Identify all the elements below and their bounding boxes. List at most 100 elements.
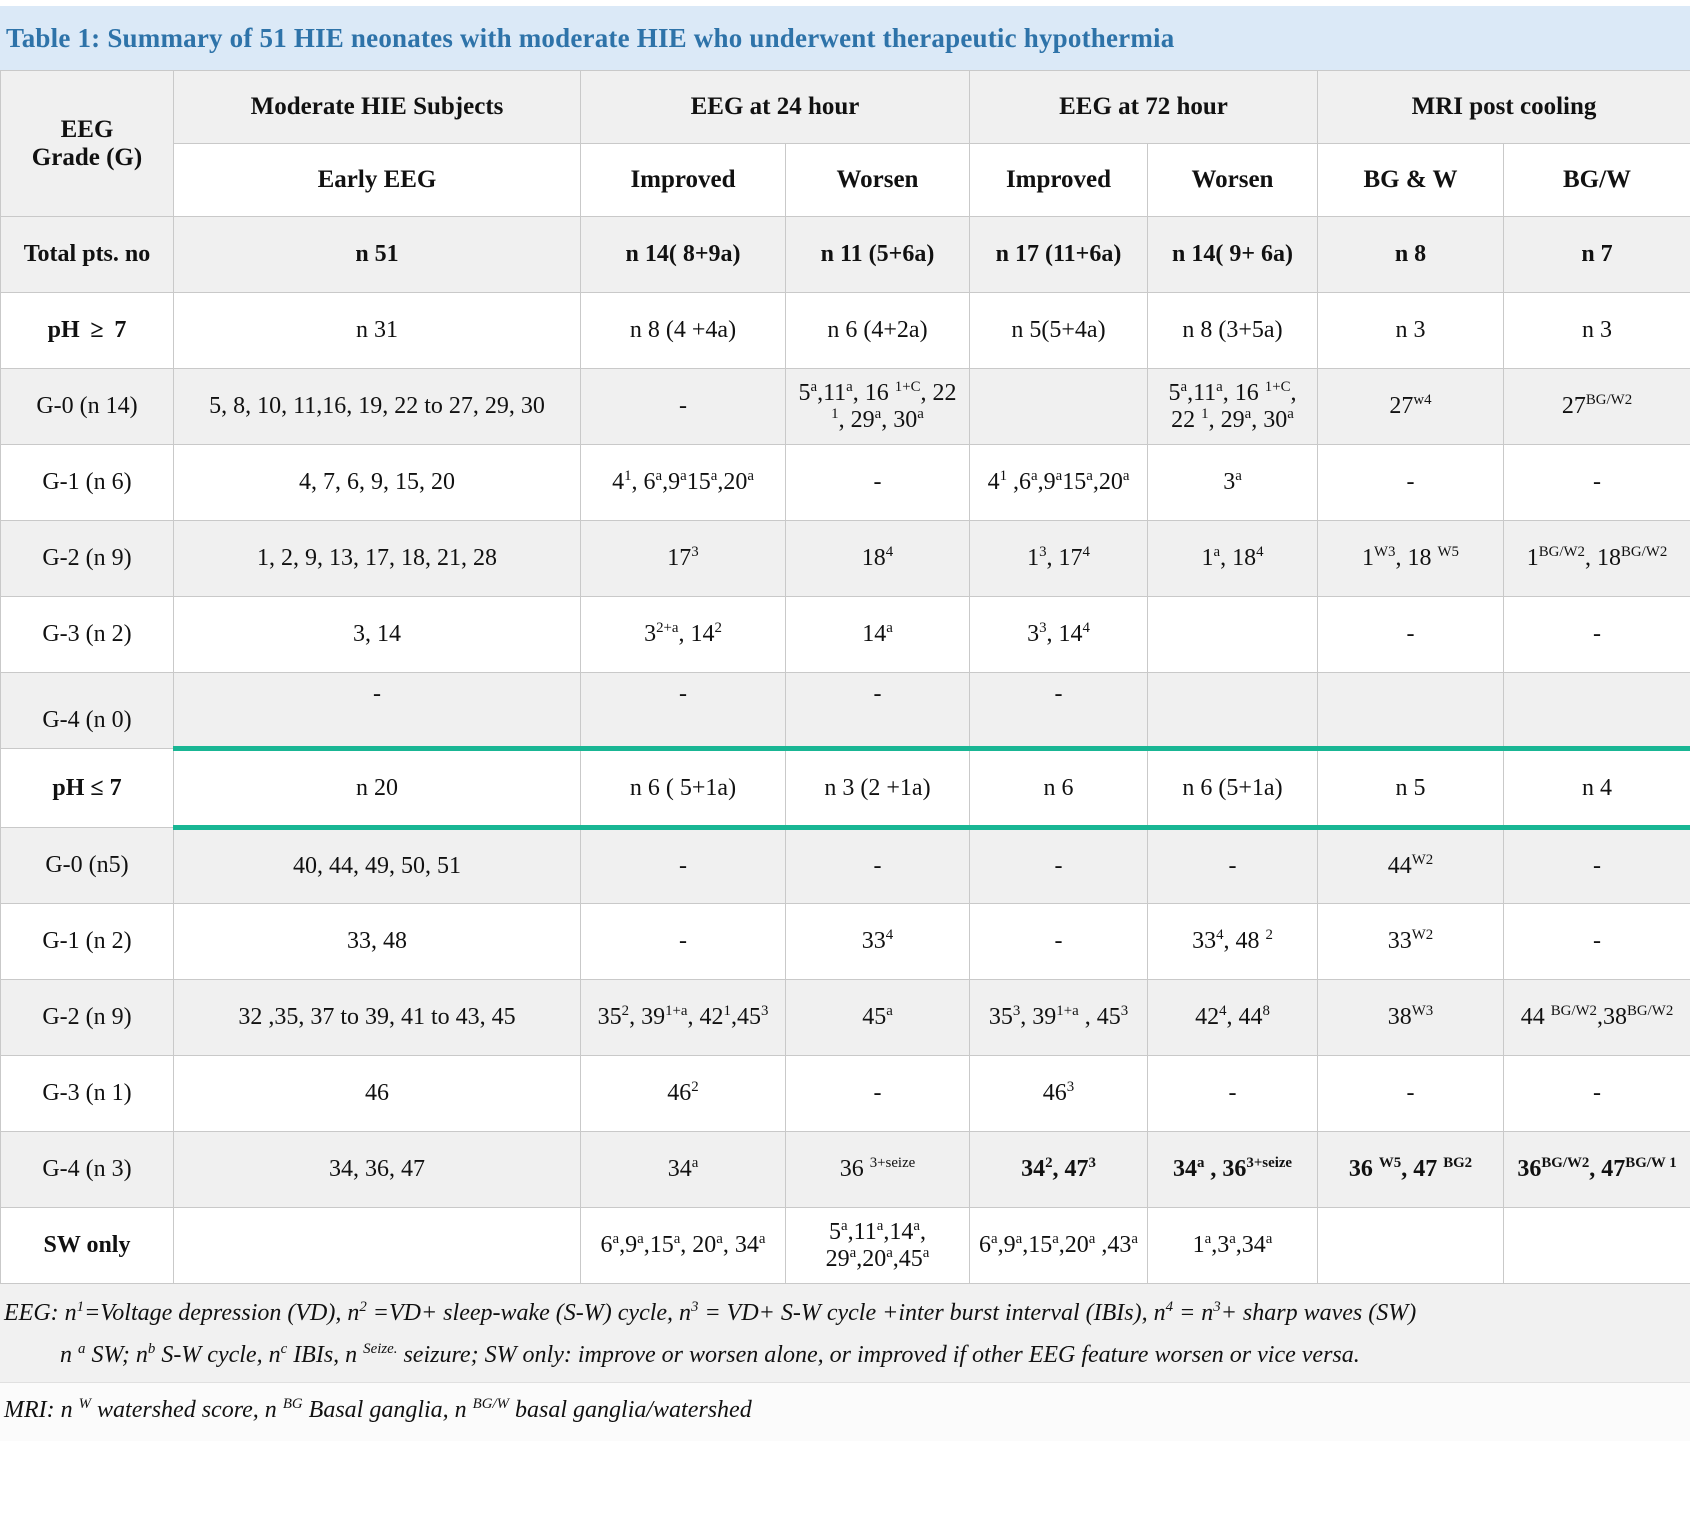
- table-cell: -: [786, 673, 970, 749]
- table-cell: 33, 48: [174, 904, 581, 980]
- table-cell: 33, 144: [970, 597, 1148, 673]
- footnote-block-eeg: EEG: n1=Voltage depression (VD), n2 =VD+…: [0, 1284, 1690, 1383]
- table-title-bar: Table 1: Summary of 51 HIE neonates with…: [0, 6, 1690, 70]
- sub-header-worsen-72: Worsen: [1148, 144, 1318, 217]
- table-cell: -: [1504, 597, 1690, 673]
- table-row-g0: G-0 (n 14) 5, 8, 10, 11,16, 19, 22 to 27…: [1, 369, 1690, 445]
- table-cell: 32+a, 142: [581, 597, 786, 673]
- table-cell: [1318, 673, 1504, 749]
- table-cell: 5a,11a, 16 1+C, 22 1, 29a, 30a: [786, 369, 970, 445]
- row-label: G-3 (n 1): [1, 1056, 174, 1132]
- table-cell: 4, 7, 6, 9, 15, 20: [174, 445, 581, 521]
- table-cell: n 6 (5+1a): [1148, 749, 1318, 828]
- table-cell: 1a, 184: [1148, 521, 1318, 597]
- table-title: Table 1: Summary of 51 HIE neonates with…: [6, 23, 1174, 54]
- table-cell: n 3 (2 +1a): [786, 749, 970, 828]
- table-cell: n 5(5+4a): [970, 293, 1148, 369]
- table-row-g2: G-2 (n 9) 1, 2, 9, 13, 17, 18, 21, 28 17…: [1, 521, 1690, 597]
- row-label: G-1 (n 6): [1, 445, 174, 521]
- table-cell: -: [1318, 597, 1504, 673]
- table-cell: [174, 1208, 581, 1284]
- table-cell: -: [581, 673, 786, 749]
- table-cell: 13, 174: [970, 521, 1148, 597]
- row-label: G-4 (n 3): [1, 1132, 174, 1208]
- footnotes: EEG: n1=Voltage depression (VD), n2 =VD+…: [0, 1284, 1690, 1441]
- table-cell: 6a,9a,15a, 20a, 34a: [581, 1208, 786, 1284]
- sub-header-bg-w: BG/W: [1504, 144, 1690, 217]
- table-cell: 27BG/W2: [1504, 369, 1690, 445]
- table-cell: n 51: [174, 217, 581, 293]
- table-cell: 36 3+seize: [786, 1132, 970, 1208]
- table-cell: 5a,11a, 16 1+C, 22 1, 29a, 30a: [1148, 369, 1318, 445]
- table-cell: 38W3: [1318, 980, 1504, 1056]
- table-cell: [970, 369, 1148, 445]
- sub-header-improved-24: Improved: [581, 144, 786, 217]
- table-cell: -: [581, 904, 786, 980]
- table-cell: -: [581, 828, 786, 904]
- table-cell: -: [970, 828, 1148, 904]
- table-cell: n 3: [1318, 293, 1504, 369]
- row-label: G-0 (n 14): [1, 369, 174, 445]
- table-cell: 424, 448: [1148, 980, 1318, 1056]
- table-cell: 32 ,35, 37 to 39, 41 to 43, 45: [174, 980, 581, 1056]
- table-cell: 5a,11a,14a, 29a,20a,45a: [786, 1208, 970, 1284]
- table-cell: 36BG/W2, 47BG/W 1: [1504, 1132, 1690, 1208]
- table-cell: n 4: [1504, 749, 1690, 828]
- table-cell: n 8 (3+5a): [1148, 293, 1318, 369]
- table-row-sw-only: SW only 6a,9a,15a, 20a, 34a 5a,11a,14a, …: [1, 1208, 1690, 1284]
- table-row-g4-low: G-4 (n 3) 34, 36, 47 34a 36 3+seize 342,…: [1, 1132, 1690, 1208]
- table-cell: -: [1504, 445, 1690, 521]
- table-cell: 34, 36, 47: [174, 1132, 581, 1208]
- table-row-g4-zero: G-4 (n 0) - - - -: [1, 673, 1690, 749]
- group-header-eeg24: EEG at 24 hour: [581, 71, 970, 144]
- table-row-g1: G-1 (n 6) 4, 7, 6, 9, 15, 20 41, 6a,9a15…: [1, 445, 1690, 521]
- row-label: Total pts. no: [1, 217, 174, 293]
- group-header-mri: MRI post cooling: [1318, 71, 1690, 144]
- table-cell: n 5: [1318, 749, 1504, 828]
- table-cell: 27w4: [1318, 369, 1504, 445]
- table-cell: 36 W5, 47 BG2: [1318, 1132, 1504, 1208]
- table-cell: n 14( 9+ 6a): [1148, 217, 1318, 293]
- table-cell: -: [970, 904, 1148, 980]
- table-cell: 334, 48 2: [1148, 904, 1318, 980]
- table-cell: n 7: [1504, 217, 1690, 293]
- row-label: G-2 (n 9): [1, 980, 174, 1056]
- table-cell: 1W3, 18 W5: [1318, 521, 1504, 597]
- table-cell: 33W2: [1318, 904, 1504, 980]
- table-cell: -: [1504, 1056, 1690, 1132]
- table-cell: n 17 (11+6a): [970, 217, 1148, 293]
- table-cell: 34a , 363+seize: [1148, 1132, 1318, 1208]
- table-cell: -: [1148, 828, 1318, 904]
- table-cell: 463: [970, 1056, 1148, 1132]
- table-cell: [1504, 673, 1690, 749]
- table-cell: [1148, 673, 1318, 749]
- table-cell: [1148, 597, 1318, 673]
- sub-header-bg-and-w: BG & W: [1318, 144, 1504, 217]
- sub-header-improved-72: Improved: [970, 144, 1148, 217]
- table-cell: n 31: [174, 293, 581, 369]
- table-cell: 3, 14: [174, 597, 581, 673]
- table-cell: [1318, 1208, 1504, 1284]
- header-row-sub: Early EEG Improved Worsen Improved Worse…: [1, 144, 1690, 217]
- table-row-ph-low: pH ≤ 7 n 20 n 6 ( 5+1a) n 3 (2 +1a) n 6 …: [1, 749, 1690, 828]
- table-cell: -: [1504, 904, 1690, 980]
- footnote-mri-line: MRI: n W watershed score, n BG Basal gan…: [4, 1389, 1686, 1431]
- table-cell: -: [970, 673, 1148, 749]
- table-cell: n 20: [174, 749, 581, 828]
- footnote-block-mri: MRI: n W watershed score, n BG Basal gan…: [0, 1383, 1690, 1441]
- table-cell: 1BG/W2, 18BG/W2: [1504, 521, 1690, 597]
- table-cell: 45a: [786, 980, 970, 1056]
- table-cell: 41 ,6a,9a15a,20a: [970, 445, 1148, 521]
- table-cell: 6a,9a,15a,20a ,43a: [970, 1208, 1148, 1284]
- table-cell: -: [1148, 1056, 1318, 1132]
- table-cell: 41, 6a,9a15a,20a: [581, 445, 786, 521]
- table-cell: 14a: [786, 597, 970, 673]
- footnote-eeg-line2: n a SW; nb S-W cycle, nc IBIs, n Seize. …: [4, 1334, 1686, 1376]
- table-cell: -: [1318, 445, 1504, 521]
- table-cell: 5, 8, 10, 11,16, 19, 22 to 27, 29, 30: [174, 369, 581, 445]
- table-cell: n 11 (5+6a): [786, 217, 970, 293]
- table-cell: 1, 2, 9, 13, 17, 18, 21, 28: [174, 521, 581, 597]
